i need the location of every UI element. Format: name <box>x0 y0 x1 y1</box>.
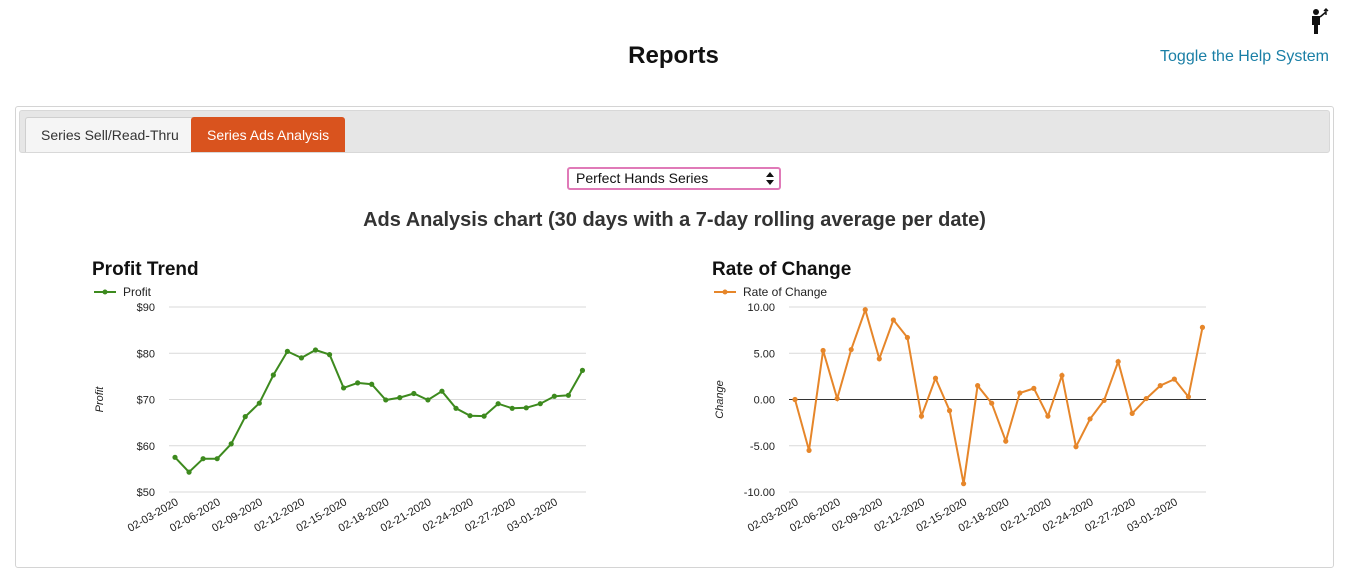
profit-chart-data-point <box>467 413 473 419</box>
roc-chart-data-point <box>1185 394 1191 400</box>
profit-chart-data-point <box>523 405 529 411</box>
profit-chart-data-point <box>551 393 557 399</box>
roc-chart-y-tick-label: 0.00 <box>754 395 775 407</box>
roc-chart-data-point <box>1171 376 1177 382</box>
profit-chart-title: Profit Trend <box>92 259 199 280</box>
profit-chart-data-point <box>214 456 220 462</box>
profit-chart-data-point <box>242 414 248 420</box>
roc-chart-data-point <box>1017 390 1023 396</box>
profit-chart-data-point <box>228 441 234 447</box>
roc-chart-data-point <box>820 347 826 354</box>
series-select-value: Perfect Hands Series <box>576 170 709 186</box>
profit-chart-data-point <box>256 400 262 406</box>
roc-chart-data-point <box>975 383 981 389</box>
profit-chart-data-point <box>509 405 515 411</box>
tab-bar: Series Sell/Read-Thru Series Ads Analysi… <box>19 110 1330 153</box>
roc-chart-data-point <box>1087 416 1093 422</box>
roc-chart-y-tick-label: -5.00 <box>750 441 775 453</box>
roc-chart-y-tick-label: 10.00 <box>747 302 775 314</box>
roc-chart-data-point <box>1073 444 1079 450</box>
profit-chart-data-point <box>326 352 333 358</box>
roc-chart-data-point <box>1143 395 1149 402</box>
profit-chart-data-point <box>397 395 403 401</box>
profit-chart-y-tick-label: $60 <box>137 441 155 453</box>
roc-chart-data-point <box>904 334 910 341</box>
profit-chart-legend-label: Profit <box>123 285 152 299</box>
profit-chart-y-axis-label: Profit <box>94 386 106 413</box>
profit-chart-data-point <box>439 388 445 394</box>
roc-chart-y-tick-label: -10.00 <box>744 487 775 499</box>
roc-chart-data-point <box>890 317 896 323</box>
profit-chart-data-point <box>312 347 319 353</box>
roc-chart-legend-marker <box>722 289 728 295</box>
profit-chart-data-point <box>200 456 206 462</box>
roc-chart-data-point <box>1045 413 1051 419</box>
roc-chart-data-point <box>918 413 925 419</box>
roc-chart-legend-label: Rate of Change <box>743 285 827 299</box>
roc-chart-data-point <box>792 396 798 403</box>
roc-chart-data-point <box>848 346 854 353</box>
profit-chart-data-point <box>495 401 501 407</box>
rate-of-change-chart: Rate of Change Rate of Change 10.00 5.00 0.0… <box>712 259 1206 535</box>
profit-chart-data-point <box>425 397 431 403</box>
profit-chart-data-point <box>411 390 417 397</box>
roc-chart-data-point <box>932 375 939 381</box>
profit-chart-y-tick-label: $70 <box>137 395 155 407</box>
series-select[interactable]: Perfect Hands Series <box>567 167 781 190</box>
roc-chart-data-point <box>806 447 812 453</box>
profit-chart-data-point <box>341 385 347 391</box>
profit-chart-data-point <box>481 413 487 419</box>
profit-chart-y-tick-label: $90 <box>137 302 155 314</box>
profit-chart-data-point <box>186 469 192 475</box>
profit-chart-data-point <box>579 367 586 373</box>
profit-chart-data-point <box>453 405 459 411</box>
roc-chart-y-axis-label: Change <box>714 380 726 419</box>
profit-chart-y-tick-label: $80 <box>137 348 155 360</box>
profit-chart-y-tick-label: $50 <box>137 487 155 499</box>
roc-chart-data-point <box>1157 383 1163 389</box>
roc-chart-data-point <box>876 356 882 362</box>
profit-chart-data-point <box>355 380 361 386</box>
profit-chart-data-point <box>298 355 305 361</box>
tab-series-sell-read-thru[interactable]: Series Sell/Read-Thru <box>25 117 195 152</box>
profit-chart-data-point <box>270 372 276 378</box>
roc-chart-data-point <box>1031 385 1037 391</box>
roc-chart-data-point <box>961 481 967 487</box>
roc-chart-y-tick-label: 5.00 <box>754 348 775 360</box>
profit-trend-chart: Profit TrendProfit$90$80$70$60$50Profit0… <box>92 259 586 535</box>
select-arrows-icon <box>766 172 774 185</box>
roc-chart-data-point <box>1059 372 1065 379</box>
roc-chart-data-point <box>1003 438 1009 444</box>
roc-chart-data-point <box>1199 324 1206 330</box>
profit-chart-data-point <box>369 381 375 387</box>
roc-chart-data-point <box>862 307 868 313</box>
roc-chart-data-point <box>834 395 840 402</box>
roc-chart-data-point <box>1101 397 1107 404</box>
page-title: Reports <box>628 42 719 69</box>
toggle-help-link[interactable]: Toggle the Help System <box>1160 48 1329 65</box>
roc-chart-data-point <box>1115 358 1121 365</box>
profit-chart-data-point <box>284 348 290 354</box>
profit-chart-data-point <box>172 454 178 460</box>
profit-chart-data-point <box>565 392 571 398</box>
profit-chart-series-line <box>174 348 584 474</box>
roc-chart-data-point <box>1129 410 1135 416</box>
tab-series-ads-analysis[interactable]: Series Ads Analysis <box>191 117 346 152</box>
profit-chart-legend-marker <box>102 289 108 295</box>
roc-chart-title: Rate of Change <box>712 259 851 280</box>
profit-chart-data-point <box>383 397 389 403</box>
section-title: Ads Analysis chart (30 days with a 7-day… <box>363 209 986 231</box>
profit-chart-data-point <box>537 401 543 407</box>
roc-chart-data-point <box>989 400 995 406</box>
roc-chart-data-point <box>946 408 953 414</box>
reports-panel: Series Sell/Read-Thru Series Ads Analysi… <box>15 106 1334 568</box>
roc-chart-series-line <box>794 306 1204 484</box>
help-person-icon[interactable] <box>1308 8 1332 36</box>
